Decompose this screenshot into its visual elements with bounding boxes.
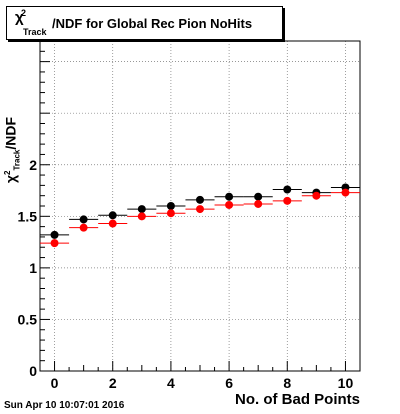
data-point (50, 239, 59, 248)
data-point (79, 215, 88, 224)
data-point (225, 192, 234, 201)
title-subscript: Track (23, 27, 47, 37)
data-point (166, 202, 175, 210)
data-point (254, 192, 263, 201)
data-point (196, 195, 204, 204)
tick-labels: 0 2 4 6 8 10 0 0.5 1 1.5 2 (18, 157, 354, 391)
data-point (79, 223, 88, 232)
data-point (225, 200, 234, 209)
chart-title: /NDF for Global Rec Pion NoHits (52, 16, 253, 31)
data-point (341, 188, 350, 197)
x-tick-label: 2 (109, 375, 117, 391)
y-tick-label: 1 (29, 260, 37, 276)
title-superscript: 2 (21, 8, 27, 18)
y-axis-label: χ2Track/NDF (2, 115, 22, 185)
y-tick-label: 0 (29, 363, 37, 379)
axis-ticks (39, 40, 361, 372)
chart-title-box: χ 2 Track /NDF for Global Rec Pion NoHit… (6, 6, 283, 40)
ylabel-rest: /NDF (2, 116, 19, 150)
ylabel-subscript: Track (12, 149, 22, 171)
x-tick-label: 8 (283, 375, 291, 391)
ylabel-chi: χ (2, 174, 19, 184)
data-point (283, 185, 292, 194)
data-point (108, 211, 117, 220)
ylabel-superscript: 2 (2, 170, 12, 175)
x-axis-label: No. of Bad Points (235, 391, 360, 408)
y-tick-label: 2 (29, 157, 37, 173)
data-point (283, 196, 292, 205)
data-series (40, 183, 360, 248)
y-tick-label: 0.5 (18, 311, 38, 327)
data-point (108, 219, 117, 228)
data-point (196, 205, 204, 214)
x-tick-label: 0 (51, 375, 59, 391)
timestamp-footer: Sun Apr 10 10:07:01 2016 (4, 400, 125, 411)
data-point (312, 191, 321, 200)
y-tick-label: 1.5 (18, 208, 38, 224)
x-tick-label: 10 (338, 375, 354, 391)
x-tick-label: 6 (225, 375, 233, 391)
x-tick-label: 4 (167, 375, 175, 391)
title-chi-symbol: χ (15, 9, 24, 26)
data-point (137, 205, 146, 214)
data-point (137, 212, 146, 221)
data-point (50, 230, 59, 239)
data-point (254, 199, 263, 208)
data-point (166, 209, 175, 218)
